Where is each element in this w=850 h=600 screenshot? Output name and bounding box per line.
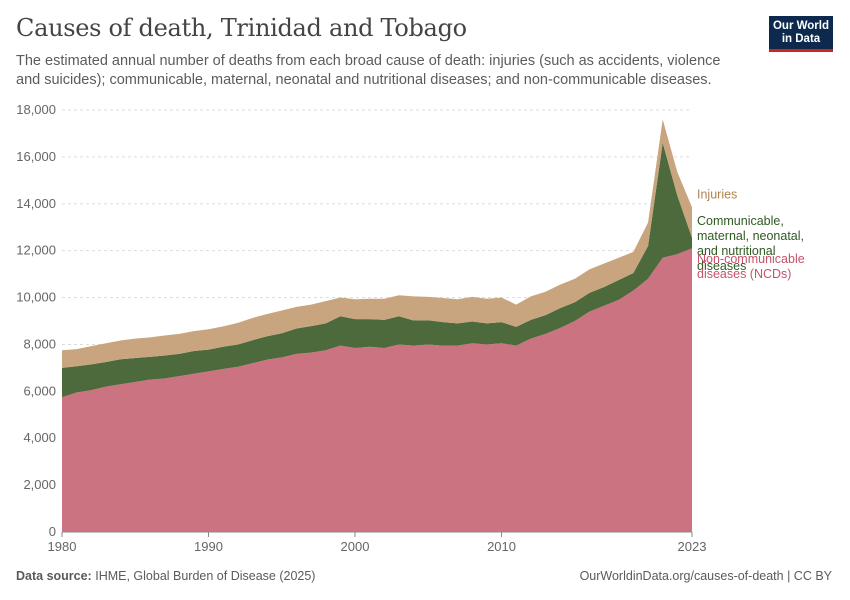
data-source: Data source: IHME, Global Burden of Dise… (16, 569, 315, 583)
area-injuries[interactable] (62, 119, 692, 368)
x-tick-label: 1980 (48, 539, 77, 554)
y-tick-label: 6,000 (23, 383, 56, 398)
logo-line-2: in Data (781, 33, 821, 45)
legend[interactable]: Injuries Communicable,maternal, neonatal,… (697, 188, 805, 282)
legend-label-ncd[interactable]: diseases (NCDs) (697, 267, 791, 281)
y-tick-label: 16,000 (16, 149, 56, 164)
x-tick-label: 1990 (194, 539, 223, 554)
legend-label-communicable[interactable]: diseases (697, 259, 746, 273)
chart-title: Causes of death, Trinidad and Tobago (16, 14, 467, 42)
y-tick-label: 0 (49, 524, 56, 539)
legend-label-communicable[interactable]: and nutritional (697, 244, 776, 258)
owid-logo[interactable]: Our World in Data (769, 16, 833, 52)
legend-label-injuries[interactable]: Injuries (697, 188, 737, 202)
logo-line-1: Our World (772, 20, 829, 32)
source-url[interactable]: OurWorldinData.org/causes-of-death | CC … (579, 569, 832, 583)
data-source-label: Data source: (16, 569, 92, 583)
y-tick-label: 4,000 (23, 430, 56, 445)
y-tick-label: 10,000 (16, 290, 56, 305)
x-tick-label: 2010 (487, 539, 516, 554)
axes: 0 2,000 4,000 6,000 8,000 10,000 12,000 14,000 1… (16, 102, 706, 554)
y-tick-label: 18,000 (16, 102, 56, 117)
legend-label-communicable[interactable]: Communicable, (697, 214, 784, 228)
areas[interactable] (62, 119, 692, 532)
data-source-text: IHME, Global Burden of Disease (2025) (95, 569, 316, 583)
y-tick-label: 8,000 (23, 336, 56, 351)
legend-label-communicable[interactable]: maternal, neonatal, (697, 229, 804, 243)
y-tick-label: 2,000 (23, 477, 56, 492)
area-ncd[interactable] (62, 248, 692, 532)
legend-label-ncd[interactable]: Non-communicable (697, 252, 805, 266)
x-tick-label: 2023 (678, 539, 707, 554)
y-tick-label: 14,000 (16, 196, 56, 211)
x-tick-label: 2000 (341, 539, 370, 554)
y-tick-label: 12,000 (16, 243, 56, 258)
area-communicable[interactable] (62, 142, 692, 398)
chart-subtitle: The estimated annual number of deaths fr… (16, 53, 721, 88)
